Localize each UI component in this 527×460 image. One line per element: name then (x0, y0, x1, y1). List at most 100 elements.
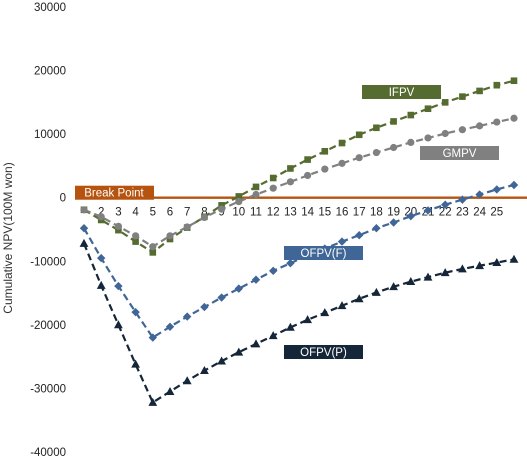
data-point (407, 138, 415, 147)
series-ifpv (80, 77, 518, 256)
data-point (493, 118, 501, 126)
data-point (200, 366, 209, 375)
x-tick-label: 18 (370, 207, 383, 219)
x-tick-label: 7 (184, 207, 190, 219)
data-point (286, 258, 295, 268)
data-point (390, 143, 398, 152)
data-point (372, 287, 381, 296)
x-tick-label: 22 (439, 207, 452, 219)
data-point (510, 114, 518, 122)
data-point (423, 272, 433, 281)
data-point (235, 193, 243, 200)
y-tick-label: 30000 (34, 2, 66, 14)
x-tick-label: 24 (473, 207, 486, 219)
data-point (96, 280, 106, 289)
data-point (441, 200, 450, 209)
data-point (183, 223, 191, 231)
x-tick-label: 12 (267, 207, 280, 219)
break-point-label: Break Point (84, 188, 144, 200)
break-point-label-box (75, 185, 154, 200)
data-point (441, 129, 449, 138)
data-point (132, 232, 140, 240)
data-point (269, 266, 278, 276)
x-tick-label: 5 (150, 207, 156, 219)
x-tick-label: 2 (98, 207, 104, 219)
series-label-box (362, 85, 441, 99)
data-point (268, 331, 278, 340)
y-axis-ticks: -40000 -30000 -20000 -10000 0 10000 20000 30000 (30, 2, 66, 459)
series-label: GMPV (443, 148, 477, 160)
data-point (200, 213, 208, 222)
data-point (509, 180, 519, 190)
x-tick-label: 25 (490, 207, 503, 219)
x-axis-ticks: 2345678910111213141516171819202122232425 (98, 207, 503, 219)
series-label: OFPV(P) (300, 347, 347, 359)
data-point (389, 282, 398, 291)
data-point (355, 131, 363, 139)
data-point (217, 293, 226, 302)
series-line (83, 117, 515, 248)
data-point (492, 257, 502, 266)
data-point (424, 105, 432, 113)
series-line (82, 243, 515, 405)
data-point (97, 213, 105, 221)
x-tick-label: 3 (115, 207, 121, 219)
data-point (441, 99, 449, 106)
data-point (338, 159, 346, 167)
x-tick-label: 19 (387, 207, 400, 219)
data-point (80, 206, 88, 214)
data-point (269, 184, 277, 192)
y-tick-label: 10000 (34, 129, 66, 141)
data-point (114, 222, 122, 230)
data-point (114, 281, 123, 291)
data-point (218, 202, 225, 209)
data-point (303, 315, 312, 324)
data-point (406, 277, 416, 286)
data-point (423, 206, 433, 215)
data-point (373, 124, 380, 132)
y-axis-label: Cumulative NPV(100M won) (1, 162, 15, 313)
data-point (321, 165, 329, 173)
data-point (304, 171, 312, 180)
data-point (114, 320, 123, 329)
data-point (234, 284, 243, 293)
data-point (354, 294, 364, 303)
data-point (165, 322, 175, 331)
data-point (320, 308, 330, 317)
y-tick-label: -20000 (30, 320, 66, 332)
data-point (337, 301, 347, 310)
data-point (165, 387, 175, 396)
data-point (372, 148, 380, 157)
series-label: IFPV (389, 87, 415, 99)
data-point (149, 243, 157, 251)
series-labels: IFPV GMPV OFPV(F) OFPV(P) (284, 85, 499, 359)
data-point (115, 226, 122, 234)
x-tick-label: 23 (456, 207, 469, 219)
series-label-box (284, 345, 363, 359)
x-tick-label: 10 (232, 207, 245, 219)
data-point (321, 148, 329, 155)
data-point (79, 224, 89, 233)
data-point (355, 154, 363, 162)
data-point (217, 356, 226, 365)
data-point (458, 264, 467, 273)
y-tick-label: 20000 (34, 66, 66, 78)
data-point (355, 231, 364, 240)
data-point (493, 81, 501, 89)
data-point (492, 185, 501, 194)
data-point (97, 253, 106, 263)
series-line (83, 183, 515, 340)
data-point (475, 190, 484, 199)
data-point (218, 205, 226, 213)
x-tick-label: 8 (201, 207, 207, 219)
data-point (510, 77, 518, 85)
series-line (83, 79, 515, 254)
data-point (182, 376, 192, 385)
data-point (459, 93, 466, 100)
data-point (337, 237, 347, 246)
y-tick-label: -30000 (30, 383, 66, 395)
series-gmpv (80, 114, 518, 251)
series-label: OFPV(F) (301, 248, 347, 260)
data-point (458, 195, 467, 204)
